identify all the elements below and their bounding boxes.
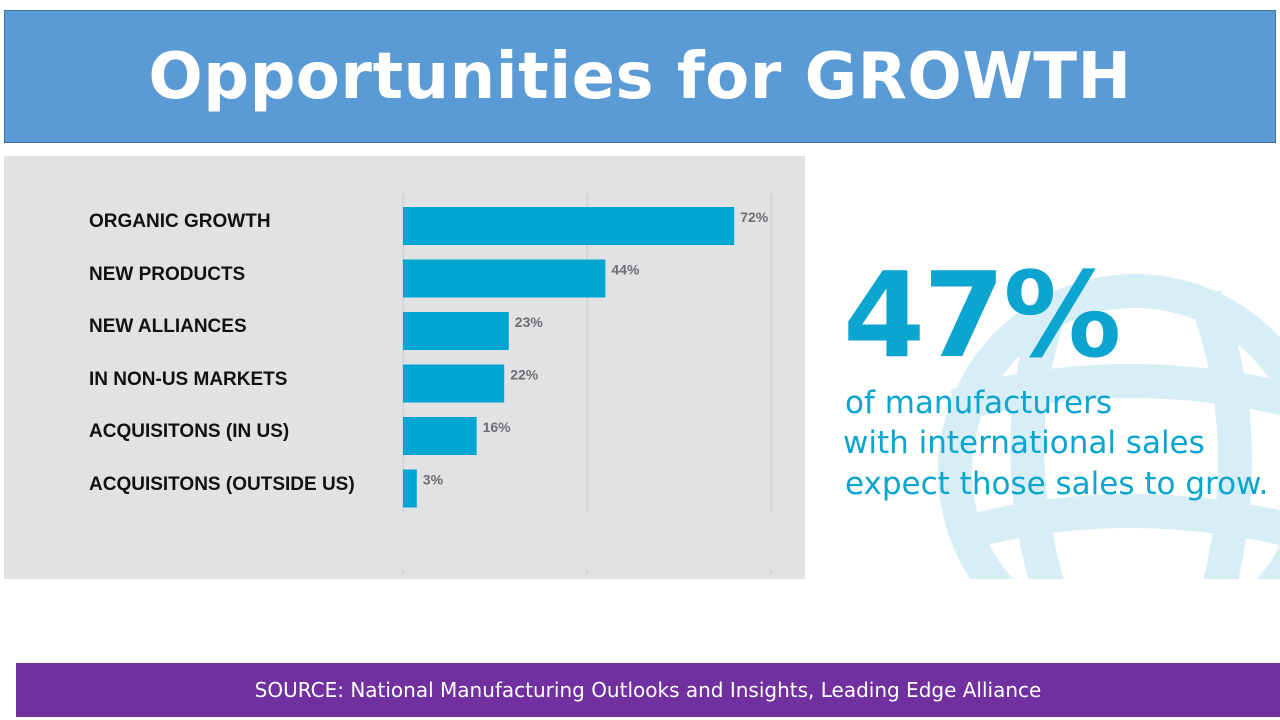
category-label-3: IN NON-US MARKETS [89, 368, 288, 390]
stat-percentage: 47% [843, 246, 1121, 384]
bar-2 [403, 312, 509, 350]
title-banner: Opportunities for GROWTH [4, 10, 1276, 143]
bar-5 [403, 469, 417, 508]
category-label-0: ORGANIC GROWTH [89, 211, 271, 232]
bar-3 [403, 364, 505, 403]
bar-chart: 72% 44% 23% 22% 16% 3% [402, 194, 772, 574]
bar-1 [403, 259, 606, 298]
category-label-4: ACQUISITONS (IN US) [89, 421, 290, 442]
stat-line-2: with international sales [843, 425, 1205, 461]
data-label-5: 3% [423, 472, 444, 488]
category-label-1: NEW PRODUCTS [89, 263, 246, 285]
source-text: SOURCE: National Manufacturing Outlooks … [254, 678, 1042, 702]
page-title: Opportunities for GROWTH [148, 39, 1132, 114]
bar-4 [403, 417, 477, 455]
stat-line-3: expect those sales to grow. [845, 466, 1269, 502]
data-label-1: 44% [611, 262, 640, 278]
bar-chart-panel: 72% 44% 23% 22% 16% 3% ORGANIC GROWTH NEW PROD… [4, 156, 805, 579]
data-label-3: 22% [510, 367, 539, 383]
stat-line-1: of manufacturers [845, 385, 1113, 421]
data-label-4: 16% [483, 419, 512, 435]
globe-graphic [938, 274, 1280, 579]
category-label-5: ACQUISITONS (OUTSIDE US) [89, 473, 355, 495]
data-label-2: 23% [515, 314, 544, 330]
stat-panel: 47% of manufacturers with international … [805, 156, 1280, 579]
category-label-2: NEW ALLIANCES [89, 316, 247, 337]
bar-0 [403, 207, 735, 245]
source-banner: SOURCE: National Manufacturing Outlooks … [16, 663, 1280, 717]
data-label-0: 72% [740, 209, 769, 225]
